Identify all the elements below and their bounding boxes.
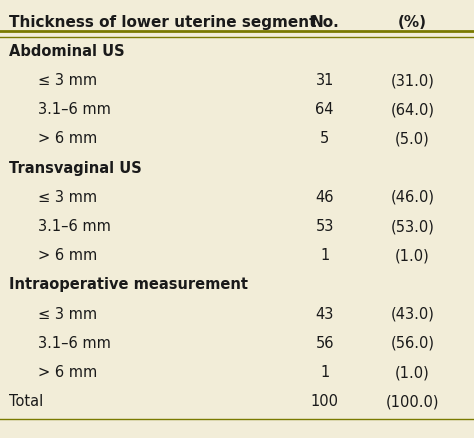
- Text: 5: 5: [320, 131, 329, 146]
- Text: 43: 43: [316, 307, 334, 321]
- Text: > 6 mm: > 6 mm: [38, 365, 97, 380]
- Text: (31.0): (31.0): [391, 73, 434, 88]
- Text: (%): (%): [398, 15, 427, 30]
- Text: (53.0): (53.0): [391, 219, 434, 234]
- Text: 46: 46: [315, 190, 334, 205]
- Text: (43.0): (43.0): [391, 307, 434, 321]
- Text: 100: 100: [310, 394, 339, 409]
- Text: 3.1–6 mm: 3.1–6 mm: [38, 336, 111, 351]
- Text: ≤ 3 mm: ≤ 3 mm: [38, 307, 97, 321]
- Text: 56: 56: [315, 336, 334, 351]
- Text: 1: 1: [320, 248, 329, 263]
- Text: Transvaginal US: Transvaginal US: [9, 161, 141, 176]
- Text: Intraoperative measurement: Intraoperative measurement: [9, 277, 247, 293]
- Text: 1: 1: [320, 365, 329, 380]
- Text: ≤ 3 mm: ≤ 3 mm: [38, 190, 97, 205]
- Text: (5.0): (5.0): [395, 131, 430, 146]
- Text: (56.0): (56.0): [391, 336, 434, 351]
- Text: 31: 31: [316, 73, 334, 88]
- Text: > 6 mm: > 6 mm: [38, 248, 97, 263]
- Text: (100.0): (100.0): [386, 394, 439, 409]
- Text: 64: 64: [315, 102, 334, 117]
- Text: (64.0): (64.0): [391, 102, 434, 117]
- Text: (1.0): (1.0): [395, 365, 430, 380]
- Text: (1.0): (1.0): [395, 248, 430, 263]
- Text: 3.1–6 mm: 3.1–6 mm: [38, 102, 111, 117]
- Text: Total: Total: [9, 394, 43, 409]
- Text: ≤ 3 mm: ≤ 3 mm: [38, 73, 97, 88]
- Text: Thickness of lower uterine segment: Thickness of lower uterine segment: [9, 15, 316, 30]
- Text: 3.1–6 mm: 3.1–6 mm: [38, 219, 111, 234]
- Text: 53: 53: [316, 219, 334, 234]
- Text: No.: No.: [310, 15, 339, 30]
- Text: Abdominal US: Abdominal US: [9, 44, 124, 59]
- Text: > 6 mm: > 6 mm: [38, 131, 97, 146]
- Text: (46.0): (46.0): [391, 190, 434, 205]
